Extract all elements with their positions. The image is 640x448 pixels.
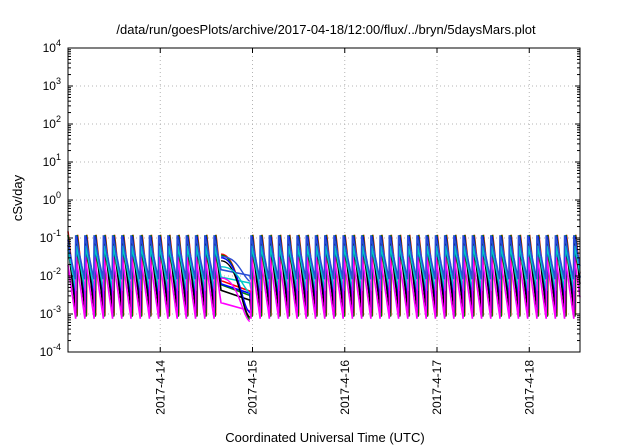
y-tick-label: 104 xyxy=(43,38,61,55)
y-tick-label: 10-2 xyxy=(40,266,61,283)
y-axis: 10-4 10-3 10-2 10-1 100 101 102 103 104 xyxy=(40,38,580,359)
y-tick-label: 101 xyxy=(43,152,61,169)
series-layer xyxy=(67,231,581,319)
x-axis: 2017-4-14 2017-4-15 2017-4-16 2017-4-17 2017… xyxy=(153,48,536,415)
y-tick-label: 103 xyxy=(43,76,61,93)
x-tick-label: 2017-4-18 xyxy=(522,360,536,415)
chart-title: /data/run/goesPlots/archive/2017-04-18/1… xyxy=(116,22,536,37)
y-tick-label: 10-4 xyxy=(40,342,61,359)
gap-layer xyxy=(220,253,251,323)
x-tick-label: 2017-4-16 xyxy=(338,360,352,415)
x-tick-label: 2017-4-15 xyxy=(246,360,260,415)
y-tick-label: 100 xyxy=(43,190,61,207)
x-axis-label: Coordinated Universal Time (UTC) xyxy=(225,430,424,445)
x-tick-label: 2017-4-17 xyxy=(430,360,444,415)
series-decay-line xyxy=(220,257,251,314)
x-tick-label: 2017-4-14 xyxy=(153,360,167,415)
series-line xyxy=(67,256,581,319)
series-line xyxy=(67,235,581,280)
y-tick-label: 10-3 xyxy=(40,304,61,321)
y-axis-label: cSv/day xyxy=(10,174,25,221)
series-decay-line xyxy=(220,277,251,323)
series-decay-line xyxy=(220,260,251,319)
y-tick-label: 102 xyxy=(43,114,61,131)
series-decay-line xyxy=(221,255,251,282)
series-decay-line xyxy=(221,266,251,294)
y-tick-label: 10-1 xyxy=(40,228,61,245)
